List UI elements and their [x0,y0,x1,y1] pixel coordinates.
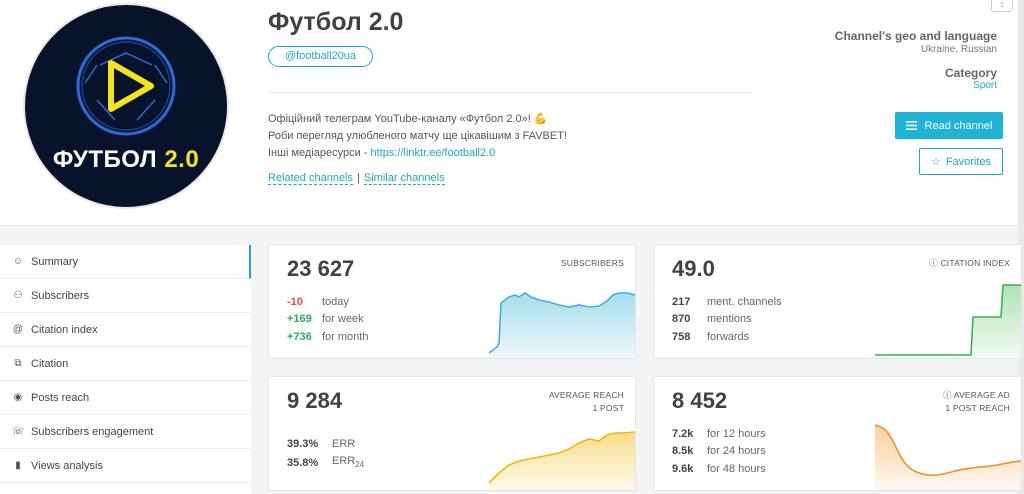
citation-index-card[interactable]: 49.0 ⓘ CITATION INDEX 217 ment. channels … [653,244,1022,359]
read-channel-button[interactable]: Read channel [895,112,1003,139]
sidebar-item-subscribers[interactable]: ⚇ Subscribers [0,279,251,313]
sidebar-item-citation-index[interactable]: @ Citation index [0,313,251,347]
channel-avatar: ФУТБОЛ 2.0 [23,3,229,209]
stat-row: +169 for week [287,313,364,326]
subscribers-stats: -10 today +169 for week +736 for month [287,293,368,346]
help-icon[interactable]: ⓘ [943,390,954,400]
card-label: ⓘ AVERAGE AD 1 POST REACH [943,390,1010,413]
more-menu-button[interactable]: ⋮ [991,0,1013,12]
read-icon [905,121,917,130]
flex-emoji-icon: 💪 [533,113,548,125]
stat-row: 870 mentions [672,313,752,326]
citation-icon: ⧉ [14,358,22,369]
channel-header: ФУТБОЛ 2.0 Футбол 2.0 @football20ua Офіц… [0,0,1018,226]
channel-description: Офіційний телеграм YouTube-каналу «Футбо… [268,113,567,159]
stat-row: 8.5k for 24 hours [672,445,766,458]
engagement-icon: ☏ [11,426,25,437]
summary-icon: ☺ [12,256,24,267]
star-icon: ☆ [930,156,941,168]
sidebar-item-posts-reach[interactable]: ◉ Posts reach [0,381,251,415]
category-link[interactable]: Sport [973,80,997,91]
avatar-text: ФУТБОЛ 2.0 [52,146,200,173]
geo-label: Channel's geo and language [834,29,997,43]
card-label: SUBSCRIBERS [560,258,624,268]
stat-row: +736 for month [287,330,369,343]
stat-row: 217 ment. channels [672,295,782,308]
stat-row: 35.8% ERR24 [287,455,365,470]
sidebar-item-views-analysis[interactable]: ▮ Views analysis [0,449,251,483]
stat-row: 39.3% ERR [287,437,356,450]
average-ad-reach-value: 8 452 [672,388,728,413]
channel-handle-badge[interactable]: @football20ua [268,46,373,67]
geo-value: Ukraine, Russian [920,44,997,55]
ad-reach-stats: 7.2k for 12 hours 8.5k for 24 hours 9.6k fo… [672,425,766,478]
subscribers-count: 23 627 [287,256,355,281]
subscribers-card[interactable]: 23 627 SUBSCRIBERS -10 today +169 for week… [268,244,636,359]
favorites-button[interactable]: ☆ Favorites [919,148,1003,175]
stat-row: 7.2k for 12 hours [672,427,766,440]
subscribers-icon: ⚇ [13,290,23,301]
divider [268,92,752,93]
sidebar-nav: ☺ Summary ⚇ Subscribers @ Citation index ⧉ C… [0,245,251,494]
ad-reach-sparkline [875,424,1021,490]
sidebar-item-subscribers-engagement[interactable]: ☏ Subscribers engagement [0,415,251,449]
reach-sparkline [489,431,635,490]
card-label: AVERAGE REACH 1 POST [548,390,624,413]
sidebar-item-citation[interactable]: ⧉ Citation [0,347,251,381]
citation-stats: 217 ment. channels 870 mentions 758 forward… [672,293,782,346]
help-icon[interactable]: ⓘ [929,258,941,268]
at-icon: @ [12,324,24,335]
sidebar-item-summary[interactable]: ☺ Summary [0,245,251,279]
stat-row: -10 today [287,295,349,308]
average-reach-value: 9 284 [287,388,343,413]
linktree-link[interactable]: https://linktr.ee/football2.0 [370,147,496,159]
card-label: ⓘ CITATION INDEX [929,258,1010,268]
category-label: Category [944,66,997,80]
channel-title: Футбол 2.0 [268,8,404,36]
eye-icon: ◉ [13,392,23,403]
similar-channels-link[interactable]: Similar channels [363,172,445,185]
reach-stats: 39.3% ERR 35.8% ERR24 [287,434,364,472]
average-ad-reach-card[interactable]: 8 452 ⓘ AVERAGE AD 1 POST REACH 7.2k for 1… [653,376,1022,491]
bar-chart-icon: ▮ [15,460,21,471]
average-reach-card[interactable]: 9 284 AVERAGE REACH 1 POST 39.3% ERR 35.8%… [268,376,636,491]
related-channels-link[interactable]: Related channels [268,172,354,185]
stat-row: 758 forwards [672,330,750,343]
citation-sparkline [875,284,1021,358]
football-logo-icon [76,36,176,136]
subscribers-sparkline [489,292,635,358]
channel-links: Related channels | Similar channels [268,172,445,185]
stat-row: 9.6k for 48 hours [672,462,766,475]
citation-index-value: 49.0 [672,256,715,281]
